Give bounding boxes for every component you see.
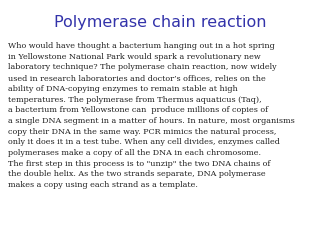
Text: Polymerase chain reaction: Polymerase chain reaction <box>54 15 266 30</box>
Text: Who would have thought a bacterium hanging out in a hot spring
in Yellowstone Na: Who would have thought a bacterium hangi… <box>8 42 295 189</box>
